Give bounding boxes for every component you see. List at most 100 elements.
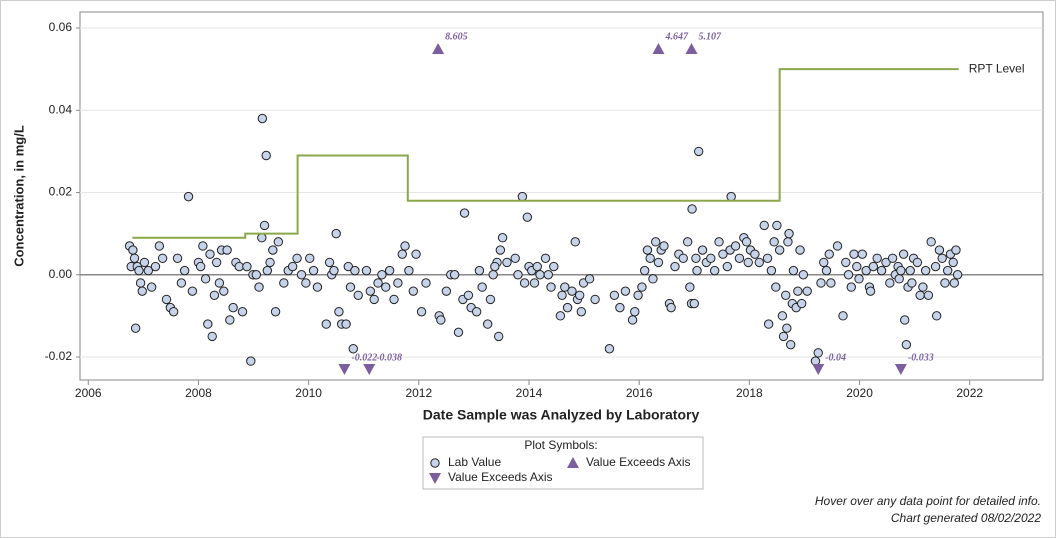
data-point[interactable] — [449, 270, 460, 280]
data-point[interactable] — [262, 265, 273, 276]
data-point[interactable] — [706, 253, 716, 263]
data-point[interactable] — [666, 302, 676, 313]
data-point[interactable] — [714, 237, 724, 247]
data-point[interactable] — [627, 315, 638, 325]
data-point[interactable] — [816, 278, 826, 288]
data-point[interactable] — [146, 282, 157, 292]
data-point[interactable] — [287, 261, 298, 272]
data-point[interactable] — [923, 290, 934, 300]
data-point[interactable] — [726, 191, 736, 202]
data-point[interactable] — [517, 191, 528, 202]
data-point[interactable] — [296, 270, 307, 280]
data-point[interactable] — [722, 261, 733, 272]
data-point[interactable] — [615, 302, 625, 313]
data-point[interactable] — [689, 298, 699, 309]
data-point[interactable] — [798, 270, 809, 280]
data-point[interactable] — [471, 307, 482, 317]
data-point[interactable] — [482, 319, 493, 329]
data-point[interactable] — [898, 249, 909, 259]
data-point[interactable] — [838, 311, 848, 321]
data-point[interactable] — [292, 253, 302, 263]
data-point[interactable] — [570, 237, 580, 247]
data-point[interactable] — [225, 315, 235, 325]
data-point[interactable] — [493, 331, 504, 342]
data-point[interactable] — [497, 233, 508, 243]
data-point[interactable] — [331, 228, 341, 239]
data-point[interactable] — [404, 265, 414, 276]
data-point[interactable] — [777, 311, 788, 321]
data-point[interactable] — [273, 237, 284, 247]
data-point[interactable] — [802, 286, 812, 296]
data-point[interactable] — [849, 249, 859, 259]
data-point[interactable] — [365, 286, 376, 296]
data-point[interactable] — [222, 245, 232, 255]
data-point[interactable] — [373, 278, 383, 288]
data-point[interactable] — [477, 282, 487, 292]
data-point[interactable] — [237, 307, 248, 317]
data-point[interactable] — [846, 282, 856, 292]
data-point[interactable] — [488, 270, 498, 280]
data-point[interactable] — [693, 146, 704, 157]
data-point[interactable] — [682, 237, 693, 247]
data-point[interactable] — [905, 265, 915, 276]
data-point[interactable] — [436, 315, 446, 325]
data-point[interactable] — [942, 265, 953, 276]
data-point[interactable] — [687, 204, 697, 214]
data-point[interactable] — [642, 245, 653, 255]
data-point[interactable] — [934, 245, 945, 255]
data-point[interactable] — [750, 249, 760, 259]
data-point[interactable] — [214, 278, 225, 288]
data-point[interactable] — [793, 286, 803, 296]
data-point[interactable] — [937, 253, 947, 263]
data-point[interactable] — [154, 241, 165, 251]
data-point[interactable] — [540, 253, 551, 263]
data-point[interactable] — [653, 257, 664, 268]
data-point[interactable] — [685, 282, 695, 292]
data-point[interactable] — [353, 290, 363, 300]
data-point[interactable] — [567, 286, 577, 296]
data-point[interactable] — [915, 290, 925, 300]
data-point[interactable] — [301, 278, 311, 288]
data-point[interactable] — [246, 356, 256, 366]
data-point[interactable] — [474, 265, 485, 276]
data-point[interactable] — [590, 294, 600, 305]
data-point[interactable] — [604, 344, 615, 354]
data-point[interactable] — [741, 237, 752, 247]
data-point[interactable] — [361, 265, 372, 276]
data-point[interactable] — [852, 261, 862, 272]
data-point[interactable] — [766, 265, 777, 276]
data-point[interactable] — [305, 253, 315, 263]
exceeds-marker[interactable] — [685, 43, 698, 54]
data-point[interactable] — [268, 245, 278, 255]
exceeds-marker[interactable] — [363, 364, 376, 375]
data-point[interactable] — [139, 257, 150, 268]
data-point[interactable] — [781, 290, 791, 300]
data-point[interactable] — [334, 307, 344, 317]
data-point[interactable] — [952, 270, 963, 280]
data-point[interactable] — [782, 323, 792, 333]
data-point[interactable] — [743, 257, 753, 268]
data-point[interactable] — [769, 237, 779, 247]
data-point[interactable] — [881, 257, 891, 268]
data-point[interactable] — [411, 249, 421, 259]
data-point[interactable] — [381, 282, 391, 292]
data-point[interactable] — [754, 257, 764, 268]
data-point[interactable] — [187, 286, 198, 296]
data-point[interactable] — [135, 278, 146, 288]
data-point[interactable] — [441, 286, 452, 296]
data-point[interactable] — [195, 261, 206, 272]
data-point[interactable] — [234, 261, 244, 272]
data-point[interactable] — [841, 257, 851, 268]
data-point[interactable] — [887, 253, 898, 263]
data-point[interactable] — [645, 253, 655, 263]
data-point[interactable] — [257, 233, 267, 243]
data-point[interactable] — [865, 286, 876, 296]
data-point[interactable] — [734, 253, 745, 263]
data-point[interactable] — [329, 265, 339, 276]
data-point[interactable] — [951, 245, 961, 255]
data-point[interactable] — [341, 319, 351, 329]
data-point[interactable] — [633, 290, 643, 300]
data-point[interactable] — [211, 257, 222, 268]
data-point[interactable] — [926, 237, 936, 247]
data-point[interactable] — [930, 261, 941, 272]
